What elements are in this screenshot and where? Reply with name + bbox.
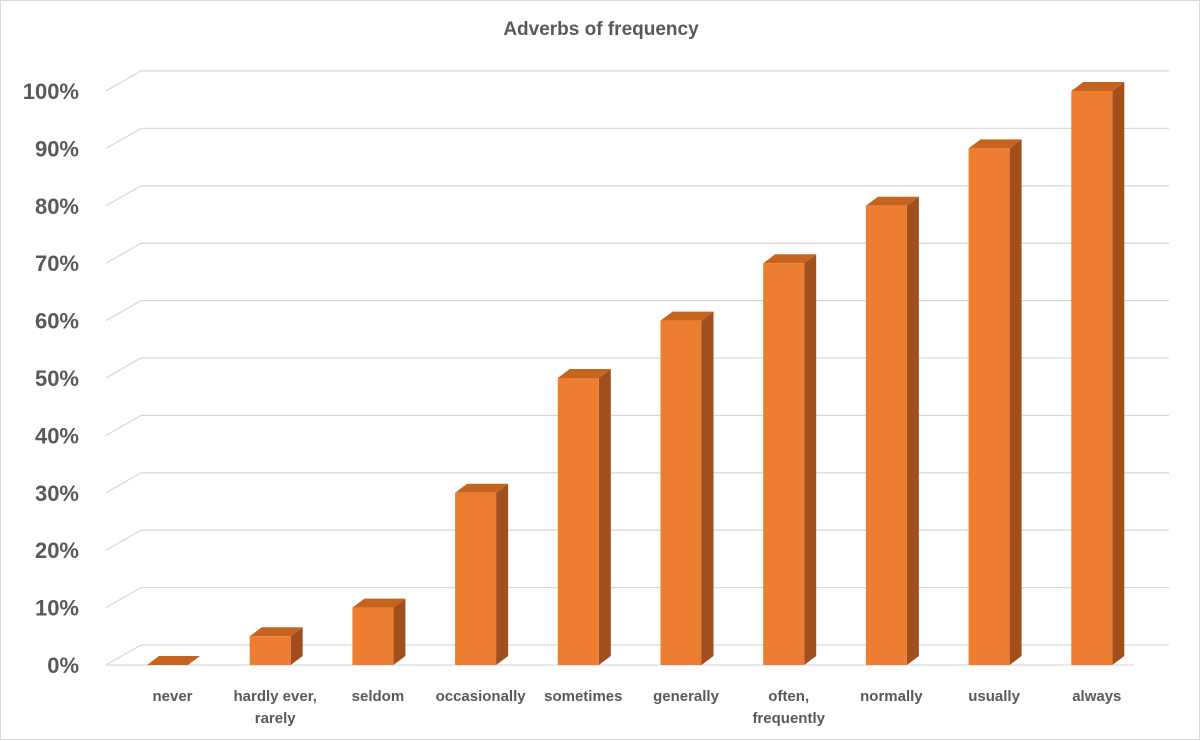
x-tick-label: normally bbox=[860, 688, 923, 705]
chart-title: Adverbs of frequency bbox=[503, 19, 699, 40]
bar bbox=[763, 254, 817, 665]
y-tick-label: 40% bbox=[35, 423, 79, 448]
bar bbox=[968, 139, 1022, 665]
y-tick-label: 0% bbox=[47, 653, 79, 678]
y-tick-label: 90% bbox=[35, 136, 79, 161]
y-tick-label: 70% bbox=[35, 251, 79, 276]
bar bbox=[455, 483, 509, 665]
bar bbox=[147, 656, 200, 665]
bar bbox=[557, 369, 611, 665]
bar bbox=[249, 627, 303, 665]
y-axis: 0% 10% 20% 30% 40% 50% 60% 70% 80% 90% 100% bbox=[23, 79, 79, 678]
y-tick-label: 60% bbox=[35, 309, 79, 334]
y-tick-label: 100% bbox=[23, 79, 79, 104]
y-tick-label: 30% bbox=[35, 481, 79, 506]
x-tick-label: hardly ever, rarely bbox=[234, 688, 317, 727]
y-tick-label: 10% bbox=[35, 596, 79, 621]
x-tick-label: occasionally bbox=[436, 688, 527, 705]
bar bbox=[865, 196, 919, 666]
x-tick-label: often, frequently bbox=[752, 688, 825, 727]
x-tick-label: always bbox=[1072, 688, 1121, 705]
x-tick-label: never bbox=[152, 688, 192, 705]
x-axis: never hardly ever, rarely seldom occasionall… bbox=[152, 688, 1121, 727]
y-tick-label: 80% bbox=[35, 194, 79, 219]
x-tick-label: sometimes bbox=[544, 688, 622, 705]
y-tick-label: 50% bbox=[35, 366, 79, 391]
x-tick-label: usually bbox=[968, 688, 1020, 705]
x-tick-label: generally bbox=[653, 688, 720, 705]
bar bbox=[352, 598, 406, 665]
bar bbox=[1071, 82, 1125, 665]
gridline bbox=[105, 70, 1169, 92]
bars bbox=[147, 82, 1125, 666]
gridline bbox=[105, 127, 1169, 149]
bar bbox=[660, 311, 714, 665]
y-tick-label: 20% bbox=[35, 538, 79, 563]
x-tick-label: seldom bbox=[352, 688, 405, 705]
